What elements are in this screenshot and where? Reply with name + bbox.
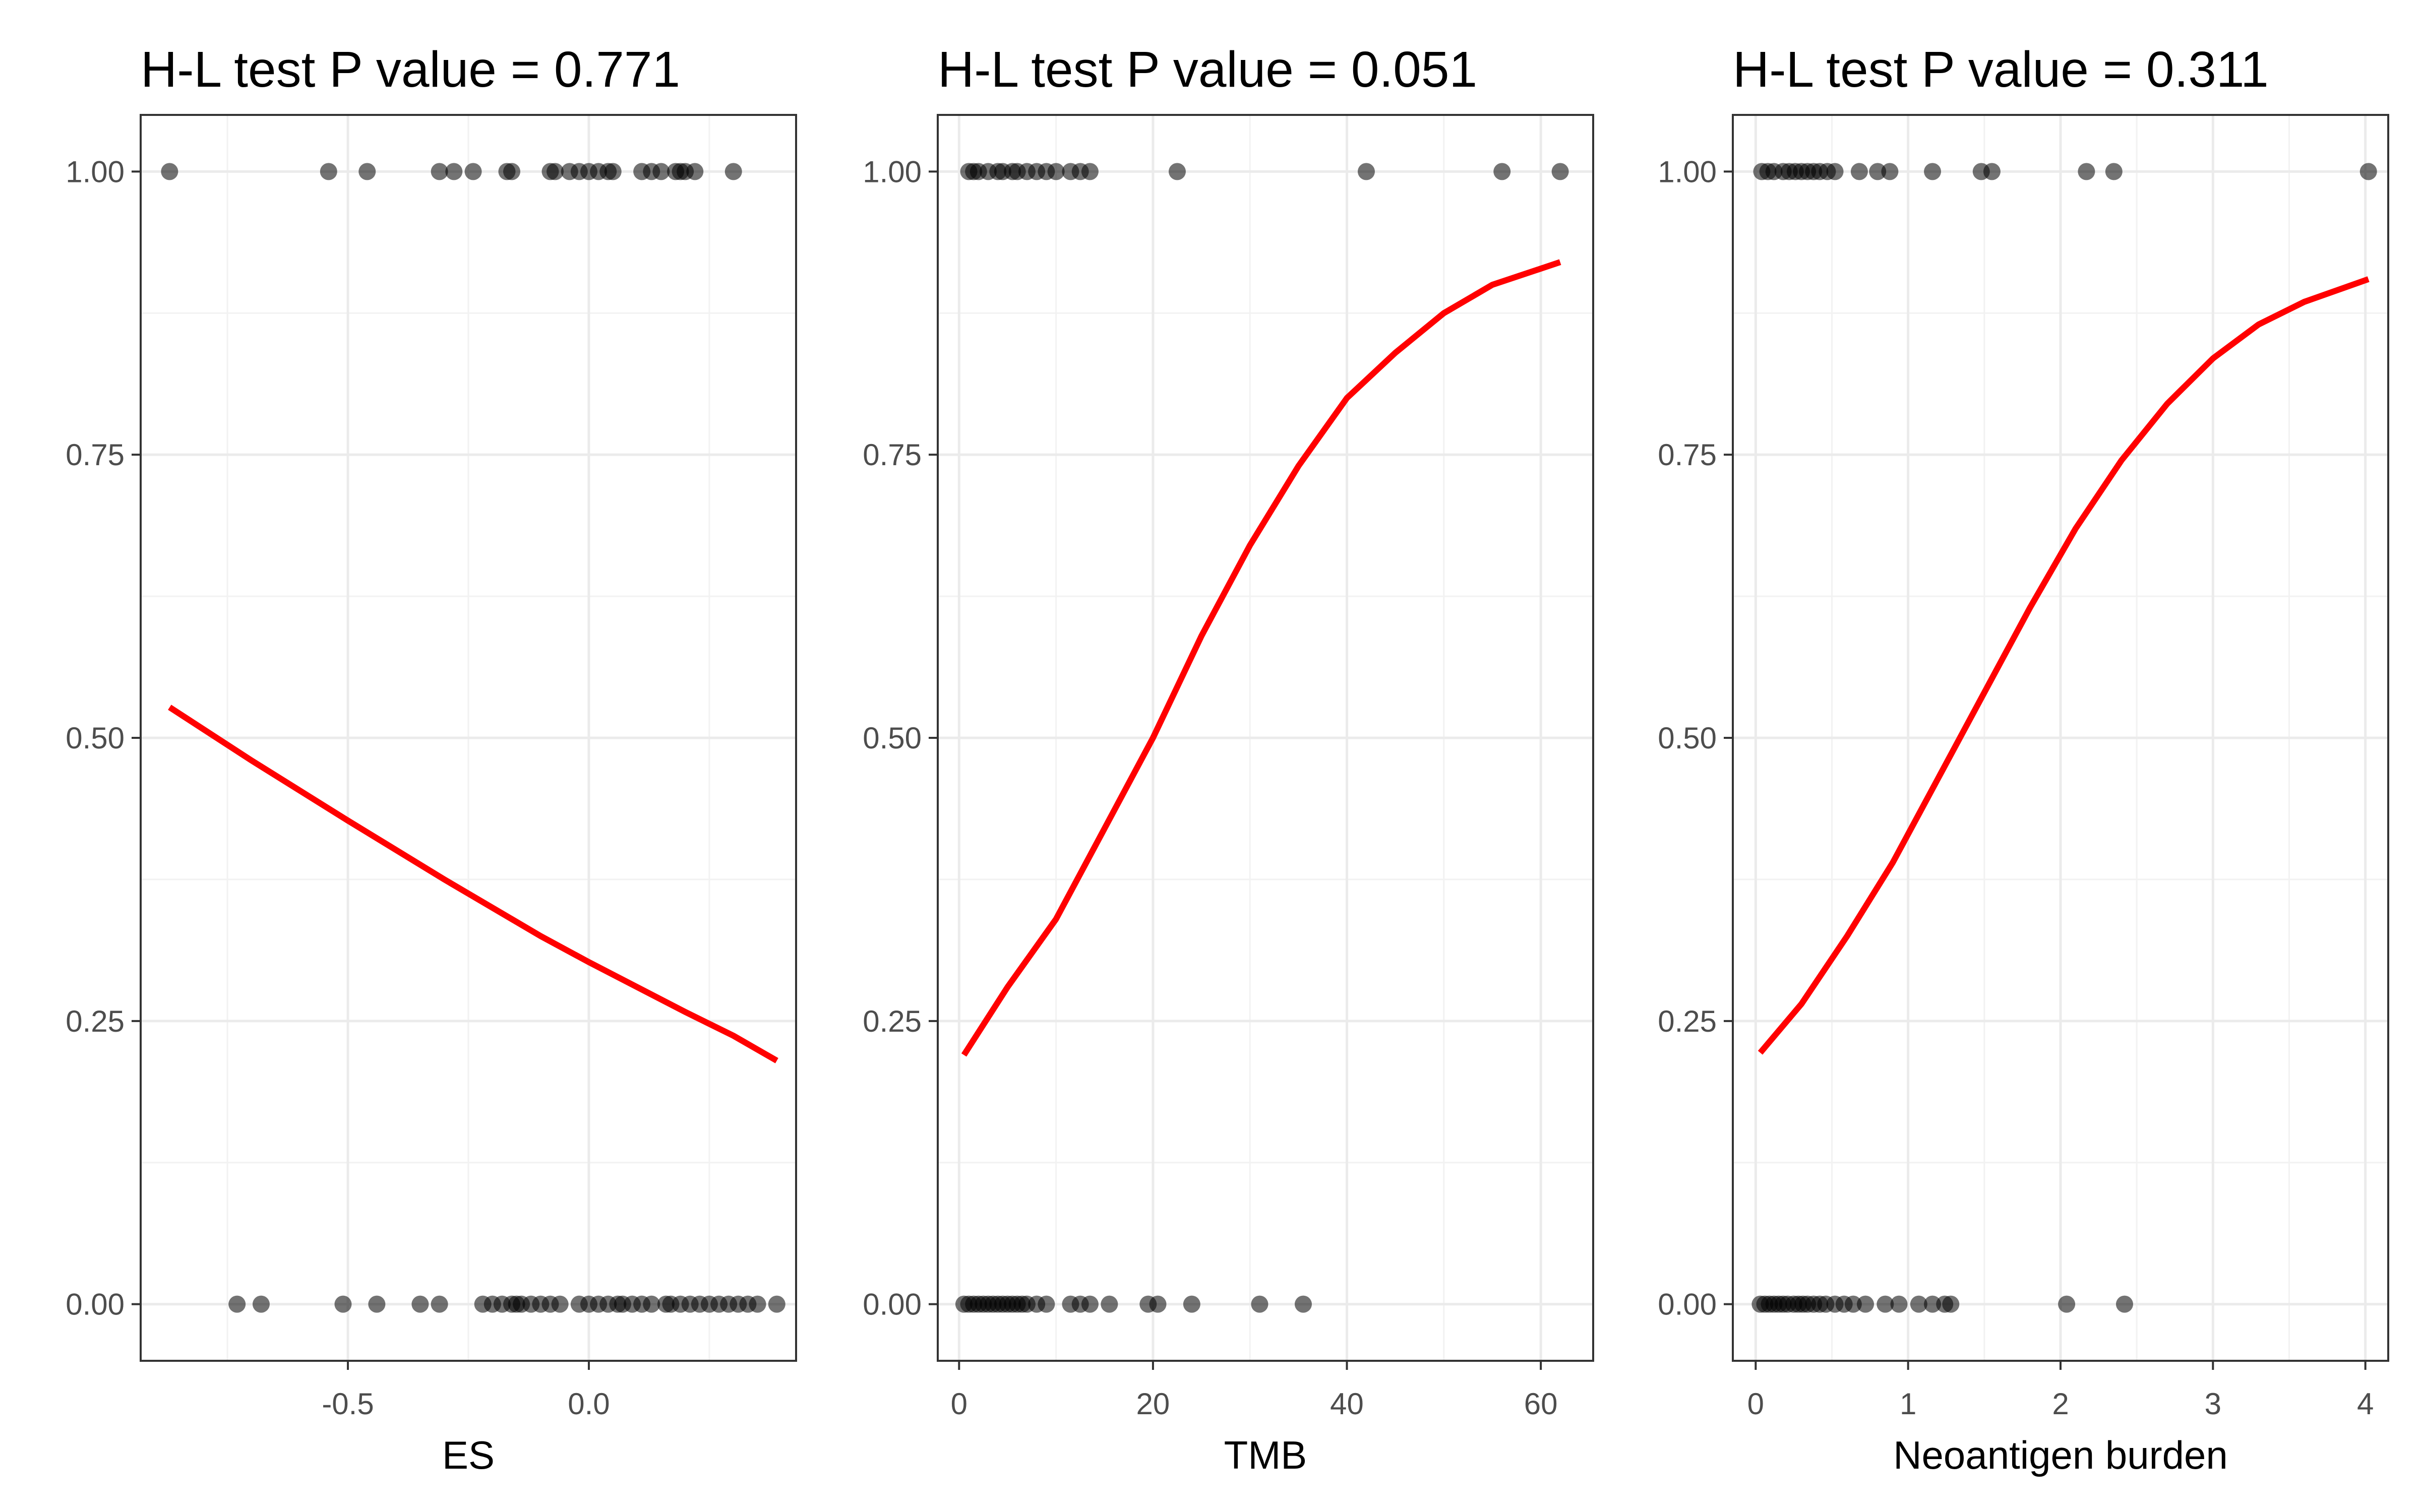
data-point [1869,163,1887,180]
data-point [1890,1295,1908,1313]
data-point [1551,163,1569,180]
data-point [252,1295,270,1313]
data-point [464,163,482,180]
y-tick-label: 1.00 [1658,155,1717,188]
data-point [2078,163,2095,180]
data-point [749,1295,766,1313]
data-point [358,163,376,180]
data-point [431,163,448,180]
x-axis-title: TMB [1224,1433,1307,1477]
x-tick-label: 0 [1747,1387,1764,1421]
major-gridlines [141,115,796,1361]
data-point [1881,163,1899,180]
data-point [652,163,670,180]
x-tick-label: -0.5 [322,1387,374,1421]
y-tick-label: 1.00 [66,155,125,188]
y-tick-label: 0.00 [863,1288,922,1321]
panel-title: H-L test P value = 0.311 [1733,41,2269,98]
y-tick-label: 1.00 [863,155,922,188]
data-point [768,1295,785,1313]
x-axis-title: ES [442,1433,495,1477]
data-point [2115,1295,2133,1313]
x-tick-label: 60 [1524,1387,1558,1421]
data-point [161,163,178,180]
y-tick-label: 0.25 [66,1004,125,1038]
x-tick-label: 0 [951,1387,967,1421]
data-point [1844,1295,1862,1313]
x-tick-label: 0.0 [568,1387,610,1421]
data-point [643,1295,660,1313]
x-tick-label: 40 [1330,1387,1364,1421]
data-point [1910,1295,1927,1313]
y-tick-label: 0.75 [66,438,125,472]
data-point [228,1295,246,1313]
x-tick-label: 2 [2052,1387,2069,1421]
data-point [604,163,622,180]
panel-3: 0.00 0.25 0.50 0.75 1.00 0 1 2 3 4 H-L test P valu… [1658,41,2389,1477]
data-point [1047,163,1065,180]
y-tick-label: 0.50 [1658,721,1717,755]
y-tick-label: 0.50 [66,721,125,755]
x-tick-label: 20 [1136,1387,1170,1421]
x-tick-label: 3 [2205,1387,2221,1421]
data-point [1169,163,1186,180]
y-tick-label: 0.75 [1658,438,1717,472]
x-axis-title: Neoantigen burden [1893,1433,2228,1477]
data-point [1295,1295,1312,1313]
data-point [1493,163,1511,180]
y-tick-label: 0.00 [66,1288,125,1321]
data-point [1983,163,2001,180]
data-point [320,163,337,180]
data-point [503,163,521,180]
data-point [1826,163,1844,180]
data-point [334,1295,352,1313]
data-point [368,1295,386,1313]
y-tick-label: 0.75 [863,438,922,472]
x-tick-label: 4 [2357,1387,2374,1421]
data-points [1751,163,2377,1313]
data-point [2058,1295,2076,1313]
data-point [411,1295,429,1313]
data-point [1924,1295,1942,1313]
data-point [1038,1295,1055,1313]
data-point [551,1295,569,1313]
data-point [2105,163,2123,180]
data-point [1101,1295,1118,1313]
data-point [1850,163,1868,180]
data-point [1149,1295,1167,1313]
data-point [2360,163,2377,180]
data-points [161,163,785,1313]
panel-title: H-L test P value = 0.771 [141,41,680,98]
panel-1: 0.00 0.25 0.50 0.75 1.00 -0.5 0.0 H-L test P va… [66,41,797,1477]
y-tick-label: 0.25 [1658,1004,1717,1038]
data-point [1081,163,1099,180]
data-point [1857,1295,1874,1313]
data-point [1924,163,1942,180]
data-point [1942,1295,1960,1313]
data-point [1081,1295,1099,1313]
data-point [431,1295,448,1313]
y-tick-label: 0.00 [1658,1288,1717,1321]
panel-title: H-L test P value = 0.051 [938,41,1477,98]
panel-2: 0.00 0.25 0.50 0.75 1.00 0 20 40 60 H-L test P va… [863,41,1594,1477]
fitted-curve [168,705,778,1063]
fitted-curve [1758,276,2370,1055]
data-point [547,163,564,180]
data-point [1358,163,1375,180]
x-tick-label: 1 [1900,1387,1916,1421]
data-point [724,163,742,180]
data-point [445,163,463,180]
data-points [955,163,1569,1313]
fitted-curve [961,259,1561,1057]
data-point [686,163,704,180]
data-point [1183,1295,1200,1313]
data-point [1877,1295,1894,1313]
data-point [1251,1295,1268,1313]
y-tick-label: 0.50 [863,721,922,755]
y-tick-label: 0.25 [863,1004,922,1038]
